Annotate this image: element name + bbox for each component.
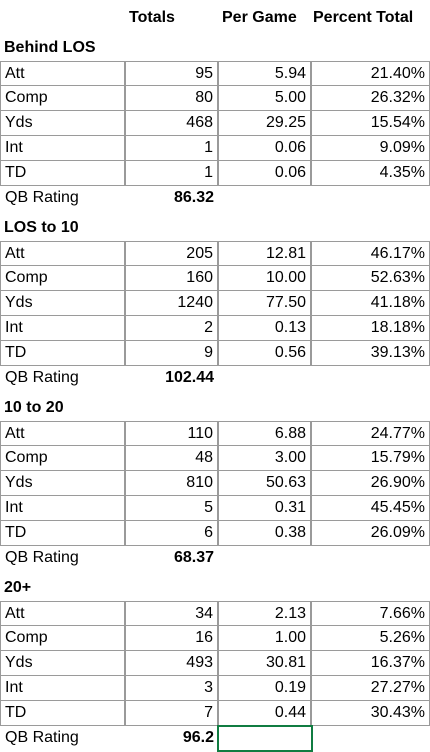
percent-cell[interactable]: 4.35% bbox=[311, 161, 430, 186]
percent-cell[interactable]: 7.66% bbox=[311, 601, 430, 626]
total-cell[interactable]: 468 bbox=[125, 111, 218, 136]
section-title[interactable]: 20+ bbox=[4, 579, 32, 596]
totals-header[interactable]: Totals bbox=[129, 9, 175, 26]
qb-rating-value[interactable]: 102.44 bbox=[165, 369, 214, 386]
percent-cell[interactable]: 46.17% bbox=[311, 241, 430, 266]
percent-cell[interactable]: 16.37% bbox=[311, 651, 430, 676]
percent-cell[interactable]: 24.77% bbox=[311, 421, 430, 446]
total-cell[interactable]: 6 bbox=[125, 521, 218, 546]
percent-cell[interactable]: 26.32% bbox=[311, 86, 430, 111]
label-cell[interactable]: Att bbox=[0, 241, 125, 266]
per-game-cell[interactable]: 6.88 bbox=[218, 421, 311, 446]
qb-rating-label[interactable]: QB Rating bbox=[5, 729, 79, 746]
label-cell[interactable]: Att bbox=[0, 61, 125, 86]
label-cell[interactable]: Att bbox=[0, 601, 125, 626]
header-row: Totals Per Game Percent Total bbox=[0, 0, 430, 36]
per-game-cell[interactable]: 0.38 bbox=[218, 521, 311, 546]
per-game-cell[interactable]: 0.44 bbox=[218, 701, 311, 726]
total-cell[interactable]: 48 bbox=[125, 446, 218, 471]
label-cell[interactable]: TD bbox=[0, 161, 125, 186]
percent-cell[interactable]: 26.09% bbox=[311, 521, 430, 546]
section-title[interactable]: Behind LOS bbox=[4, 39, 96, 56]
percent-cell[interactable]: 21.40% bbox=[311, 61, 430, 86]
section-title[interactable]: 10 to 20 bbox=[4, 399, 64, 416]
percent-cell[interactable]: 45.45% bbox=[311, 496, 430, 521]
label-cell[interactable]: Comp bbox=[0, 266, 125, 291]
label-cell[interactable]: Yds bbox=[0, 291, 125, 316]
per-game-cell[interactable]: 0.13 bbox=[218, 316, 311, 341]
label-cell[interactable]: Int bbox=[0, 136, 125, 161]
total-cell[interactable]: 16 bbox=[125, 626, 218, 651]
per-game-cell[interactable]: 0.19 bbox=[218, 676, 311, 701]
percent-cell[interactable]: 27.27% bbox=[311, 676, 430, 701]
label-cell[interactable]: TD bbox=[0, 521, 125, 546]
total-cell[interactable]: 5 bbox=[125, 496, 218, 521]
total-cell[interactable]: 1 bbox=[125, 136, 218, 161]
percent-total-header[interactable]: Percent Total bbox=[313, 9, 414, 26]
selected-cell[interactable] bbox=[217, 725, 313, 752]
per-game-cell[interactable]: 5.00 bbox=[218, 86, 311, 111]
total-cell[interactable]: 7 bbox=[125, 701, 218, 726]
total-cell[interactable]: 493 bbox=[125, 651, 218, 676]
per-game-cell[interactable]: 77.50 bbox=[218, 291, 311, 316]
total-cell[interactable]: 160 bbox=[125, 266, 218, 291]
label-cell[interactable]: Yds bbox=[0, 471, 125, 496]
qb-rating-value[interactable]: 68.37 bbox=[173, 549, 214, 566]
percent-cell[interactable]: 52.63% bbox=[311, 266, 430, 291]
total-cell[interactable]: 9 bbox=[125, 341, 218, 366]
qb-rating-label[interactable]: QB Rating bbox=[5, 549, 79, 566]
total-cell[interactable]: 1 bbox=[125, 161, 218, 186]
per-game-cell[interactable]: 5.94 bbox=[218, 61, 311, 86]
total-cell[interactable]: 3 bbox=[125, 676, 218, 701]
percent-cell[interactable]: 39.13% bbox=[311, 341, 430, 366]
total-cell[interactable]: 80 bbox=[125, 86, 218, 111]
section-title[interactable]: LOS to 10 bbox=[4, 219, 79, 236]
percent-cell[interactable]: 41.18% bbox=[311, 291, 430, 316]
percent-cell[interactable]: 18.18% bbox=[311, 316, 430, 341]
label-cell[interactable]: Comp bbox=[0, 86, 125, 111]
label-cell[interactable]: TD bbox=[0, 341, 125, 366]
label-cell[interactable]: Att bbox=[0, 421, 125, 446]
qb-rating-label[interactable]: QB Rating bbox=[5, 369, 79, 386]
label-cell[interactable]: Comp bbox=[0, 446, 125, 471]
per-game-header[interactable]: Per Game bbox=[222, 9, 297, 26]
qb-rating-label[interactable]: QB Rating bbox=[5, 189, 79, 206]
total-cell[interactable]: 2 bbox=[125, 316, 218, 341]
total-cell[interactable]: 95 bbox=[125, 61, 218, 86]
qb-rating-value[interactable]: 86.32 bbox=[173, 189, 214, 206]
total-cell[interactable]: 34 bbox=[125, 601, 218, 626]
percent-cell[interactable]: 30.43% bbox=[311, 701, 430, 726]
label-cell[interactable]: TD bbox=[0, 701, 125, 726]
total-cell[interactable]: 1240 bbox=[125, 291, 218, 316]
label-cell[interactable]: Int bbox=[0, 496, 125, 521]
percent-cell[interactable]: 26.90% bbox=[311, 471, 430, 496]
total-cell[interactable]: 810 bbox=[125, 471, 218, 496]
label-cell[interactable]: Int bbox=[0, 676, 125, 701]
per-game-cell[interactable]: 12.81 bbox=[218, 241, 311, 266]
per-game-cell[interactable]: 0.06 bbox=[218, 136, 311, 161]
qb-rating-value[interactable]: 96.2 bbox=[182, 729, 214, 746]
label-cell[interactable]: Comp bbox=[0, 626, 125, 651]
total-cell[interactable]: 110 bbox=[125, 421, 218, 446]
per-game-cell[interactable]: 30.81 bbox=[218, 651, 311, 676]
percent-cell[interactable]: 5.26% bbox=[311, 626, 430, 651]
label-cell[interactable]: Yds bbox=[0, 651, 125, 676]
label-cell[interactable]: Yds bbox=[0, 111, 125, 136]
per-game-cell[interactable]: 1.00 bbox=[218, 626, 311, 651]
total-cell[interactable]: 205 bbox=[125, 241, 218, 266]
label-cell[interactable]: Int bbox=[0, 316, 125, 341]
per-game-cell[interactable]: 50.63 bbox=[218, 471, 311, 496]
percent-cell[interactable]: 9.09% bbox=[311, 136, 430, 161]
percent-cell[interactable]: 15.54% bbox=[311, 111, 430, 136]
per-game-cell[interactable]: 0.06 bbox=[218, 161, 311, 186]
per-game-cell[interactable]: 29.25 bbox=[218, 111, 311, 136]
per-game-cell[interactable]: 10.00 bbox=[218, 266, 311, 291]
per-game-cell[interactable]: 3.00 bbox=[218, 446, 311, 471]
per-game-cell[interactable]: 2.13 bbox=[218, 601, 311, 626]
percent-cell[interactable]: 15.79% bbox=[311, 446, 430, 471]
per-game-cell[interactable]: 0.31 bbox=[218, 496, 311, 521]
per-game-cell[interactable]: 0.56 bbox=[218, 341, 311, 366]
